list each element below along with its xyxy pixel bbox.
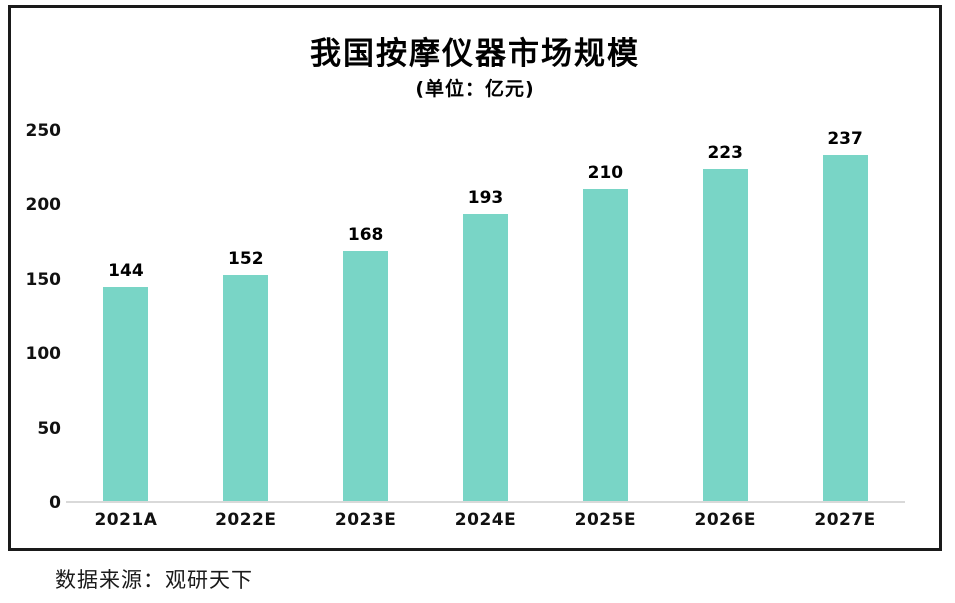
bar [343,251,389,501]
bar [822,155,868,501]
bar-value-label: 152 [228,248,264,269]
bar-slot-2024E: 193 [426,131,546,501]
bar-value-label: 144 [108,260,144,281]
x-tick-label: 2027E [814,510,876,530]
bar-value-label: 223 [707,143,743,164]
bars-row: 144 152 168 193 210 223 237 [66,131,905,501]
y-tick-label: 200 [25,195,62,216]
chart-subtitle: (单位：亿元) [415,78,535,100]
x-tick-label: 2021A [94,510,158,530]
plot-area: 144 152 168 193 210 223 237 [66,131,905,503]
bar [582,188,628,501]
bar-slot-2025E: 210 [545,131,665,501]
bar-slot-2023E: 168 [306,131,426,501]
bar [103,286,149,501]
bar [463,213,508,501]
y-tick-label: 0 [49,493,61,513]
y-tick-label: 150 [25,269,62,290]
y-tick-label: 100 [25,344,62,365]
x-tick-label: 2023E [334,510,397,530]
chart-title: 我国按摩仪器市场规模 [310,36,640,72]
y-axis: 0 50 100 150 200 250 [19,121,62,513]
bar-slot-2026E: 223 [665,131,785,501]
x-tick-label: 2026E [694,510,756,530]
x-tick-label: 2025E [574,510,637,530]
bar-slot-2027E: 237 [785,131,905,501]
bar [223,274,269,501]
bar-value-label: 210 [587,162,624,183]
data-source-label: 数据来源：观研天下 [55,568,253,592]
chart-frame: 我国按摩仪器市场规模 (单位：亿元) 0 50 100 150 200 250 144 15… [8,5,942,551]
y-tick-label: 50 [37,418,61,439]
bar-slot-2021A: 144 [66,131,186,501]
bar-value-label: 168 [347,225,384,245]
x-axis: 2021A 2022E 2023E 2024E 2025E 2026E 2027E [66,510,905,530]
x-tick-label: 2022E [215,510,277,530]
bar [702,169,748,501]
bar-value-label: 237 [827,129,863,149]
bar-slot-2022E: 152 [186,131,306,501]
x-tick-label: 2024E [454,510,517,530]
bar-value-label: 193 [467,187,504,208]
y-tick-label: 250 [25,121,62,141]
